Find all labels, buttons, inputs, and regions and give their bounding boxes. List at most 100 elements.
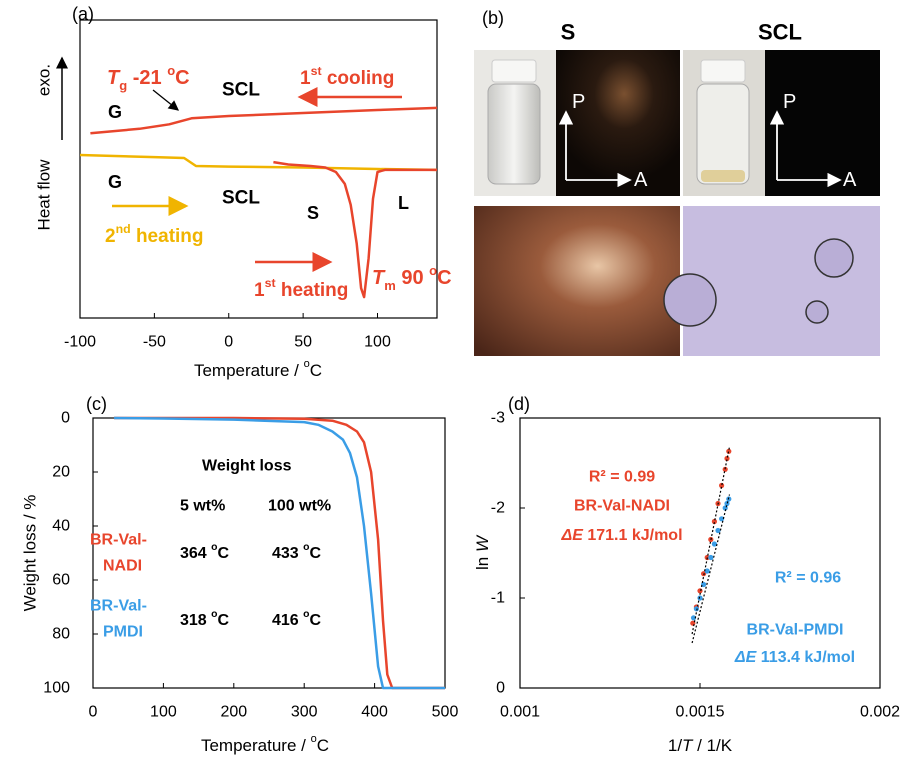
annotation-part: 416	[272, 612, 303, 629]
axis-p: P	[572, 91, 585, 113]
vial-liquid	[701, 170, 745, 182]
annotation-part: heating	[276, 280, 349, 301]
vial-cap	[492, 60, 536, 82]
y-tick-label: -1	[491, 590, 505, 607]
vial-body	[488, 84, 540, 184]
y-axis-label: ln W	[473, 534, 492, 570]
annotation: 1st heating	[254, 276, 348, 301]
axis-a: A	[843, 169, 857, 191]
y-axis-label: Heat flow	[35, 159, 54, 231]
x-axis-label-part: Temperature /	[194, 361, 304, 380]
panel-label: (a)	[72, 4, 94, 24]
annotation-part: Δ	[560, 527, 572, 544]
axis-a: A	[634, 169, 648, 191]
annotation: BR-Val-	[90, 532, 147, 549]
x-axis-label-part: Temperature /	[201, 736, 311, 755]
data-point	[705, 568, 710, 573]
data-point	[694, 606, 699, 611]
annotation-part: C	[310, 545, 322, 562]
x-axis-label: Temperature / oC	[194, 358, 322, 380]
annotation: SCL	[222, 188, 260, 209]
annotation: G	[108, 102, 122, 122]
x-tick-label: 0	[89, 704, 98, 721]
x-axis-label: Temperature / oC	[201, 733, 329, 755]
annotation: ΔE 171.1 kJ/mol	[560, 527, 682, 544]
y-arrow-label: exo.	[35, 64, 54, 96]
panel-label: (d)	[508, 394, 530, 414]
vial-cap	[701, 60, 745, 82]
y-axis-label-part: ln	[473, 552, 492, 570]
x-tick-label: -100	[64, 334, 96, 351]
photo-pol-scl	[765, 50, 880, 196]
annotation: PMDI	[103, 624, 143, 641]
annotation: R² = 0.99	[589, 469, 655, 486]
x-tick-label: 500	[432, 704, 459, 721]
annotation: SCL	[222, 80, 260, 101]
fit-line	[692, 495, 729, 644]
annotation: 318 oC	[180, 609, 230, 629]
bubble	[815, 239, 853, 277]
photo-pol-s	[556, 50, 680, 196]
x-tick-label: 0.001	[500, 704, 540, 721]
page: {"chart_data": [ {"type": "line", "label…	[0, 0, 913, 760]
annotation-part: C	[310, 612, 322, 629]
y-tick-label: 100	[43, 680, 70, 697]
x-tick-label: 0.0015	[676, 704, 725, 721]
annotation-part: 2	[105, 226, 116, 247]
annotation-part: cooling	[322, 68, 395, 89]
data-line	[80, 155, 437, 170]
y-tick-label: 40	[52, 518, 70, 535]
annotation-part: -21	[127, 67, 167, 89]
data-point	[697, 595, 702, 600]
x-axis-label-part: / 1/K	[692, 736, 732, 755]
annotation: S	[307, 203, 319, 223]
x-tick-label: 100	[150, 704, 177, 721]
y-tick-label: -3	[491, 410, 505, 427]
annotation-part: heating	[131, 226, 204, 247]
photo-title: S	[561, 20, 576, 45]
bubble	[664, 274, 716, 326]
vial-body	[697, 84, 749, 184]
annotation-part: 113.4 kJ/mol	[756, 649, 855, 666]
y-tick-label: 0	[496, 680, 505, 697]
annotation-part: st	[311, 64, 322, 78]
data-line	[90, 108, 437, 133]
photo-micro-scl	[683, 206, 880, 356]
annotation-part: Δ	[734, 649, 746, 666]
annotation-part: 433	[272, 545, 303, 562]
x-axis-label-part: 1/	[668, 736, 682, 755]
x-axis-label-part: C	[310, 361, 322, 380]
y-tick-label: 60	[52, 572, 70, 589]
data-point	[697, 588, 702, 593]
annotation: ΔE 113.4 kJ/mol	[734, 649, 855, 666]
annotation: 100 wt%	[268, 498, 331, 515]
x-tick-label: 300	[291, 704, 318, 721]
x-tick-label: 400	[361, 704, 388, 721]
x-tick-label: 0.002	[860, 704, 900, 721]
y-tick-label: -2	[491, 500, 505, 517]
x-tick-label: 50	[294, 334, 312, 351]
panel-label: (b)	[482, 8, 504, 28]
annotation: R² = 0.96	[775, 570, 841, 587]
annotation: BR-Val-	[90, 598, 147, 615]
annotation-part: o	[167, 63, 175, 78]
annotation-part: 318	[180, 612, 211, 629]
annotation: Tm 90 oC	[372, 263, 452, 293]
annotation-part: 364	[180, 545, 211, 562]
annotation: 2nd heating	[105, 222, 204, 247]
annotation: 364 oC	[180, 542, 230, 562]
annotation: BR-Val-NADI	[574, 498, 670, 515]
annotation-part: 1	[254, 280, 265, 301]
annotation-part: 171.1 kJ/mol	[583, 527, 683, 544]
annotation: Tg -21 oC	[107, 63, 190, 93]
annotation: 416 oC	[272, 609, 322, 629]
annotation-part: C	[437, 267, 451, 289]
annotation-part: st	[265, 276, 276, 290]
annotation: 433 oC	[272, 542, 322, 562]
y-axis-label: Weight loss / %	[21, 495, 40, 612]
photos: P A P A	[474, 50, 880, 356]
annotation: 1st cooling	[300, 64, 394, 89]
panel-label: (c)	[86, 394, 107, 414]
annotation: Weight loss	[202, 458, 292, 475]
annotation-part: C	[175, 67, 189, 89]
